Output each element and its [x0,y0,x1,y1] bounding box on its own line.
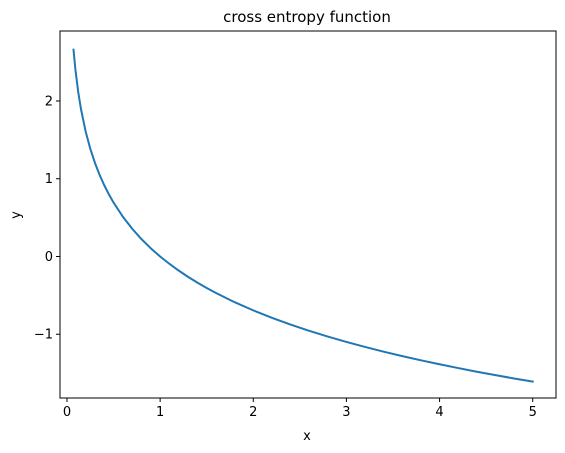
plot-area: 0 1 2 3 4 5 −1 0 1 2 [34,30,557,420]
x-tick-label: 4 [435,405,443,420]
y-tick-label: 2 [45,94,53,109]
x-axis-label: x [303,429,311,444]
x-tick-label: 2 [249,405,257,420]
y-axis-label: y [9,211,24,219]
x-tick-label: 1 [156,405,164,420]
series-line [72,48,534,383]
y-tick-label: −1 [34,328,53,343]
x-tick-label: 3 [342,405,350,420]
x-tick-label: 0 [63,405,71,420]
chart-title: cross entropy function [223,8,391,26]
x-tick-label: 5 [529,405,537,420]
axes-frame [59,30,557,399]
y-tick-label: 0 [45,250,53,265]
y-tick-label: 1 [45,172,53,187]
